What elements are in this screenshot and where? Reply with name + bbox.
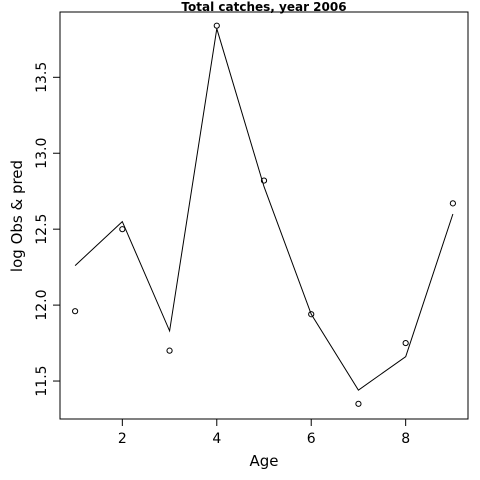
x-axis-label: Age xyxy=(249,452,278,470)
series-layer xyxy=(72,22,456,407)
x-tick-label: 8 xyxy=(401,431,410,447)
y-axis-label: log Obs & pred xyxy=(8,160,26,272)
observed-point xyxy=(355,400,362,407)
observed-point xyxy=(119,226,126,233)
observed-point xyxy=(402,339,409,347)
x-tick-label: 2 xyxy=(118,431,127,447)
x-axis: 2 4 6 8 xyxy=(118,418,410,447)
y-axis: 11.5 12.0 12.5 13.0 13.5 xyxy=(34,62,61,397)
x-tick-label: 6 xyxy=(307,431,316,447)
predicted-line xyxy=(74,28,454,391)
observed-point xyxy=(449,200,456,207)
y-tick-label: 13.0 xyxy=(34,138,50,169)
observed-point xyxy=(72,308,79,315)
y-tick-label: 12.0 xyxy=(34,290,50,321)
observed-point xyxy=(166,347,173,354)
chart-title: Total catches, year 2006 xyxy=(181,0,346,14)
observed-point xyxy=(308,311,315,318)
observed-point xyxy=(213,22,220,29)
plot-frame xyxy=(59,11,469,420)
y-tick-label: 13.5 xyxy=(34,62,50,93)
observed-point xyxy=(260,177,268,184)
y-tick-label: 11.5 xyxy=(34,365,50,396)
x-tick-label: 4 xyxy=(212,431,221,447)
y-tick-label: 12.5 xyxy=(34,214,50,245)
